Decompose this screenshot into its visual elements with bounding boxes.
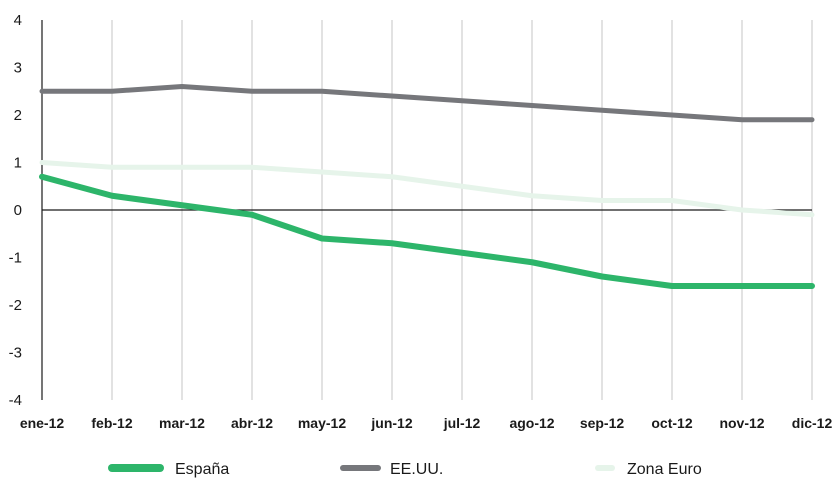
series-line-eeuu <box>39 84 815 123</box>
y-tick-label: -4 <box>9 392 22 409</box>
axes <box>41 20 812 400</box>
y-tick-label: -2 <box>9 297 22 314</box>
y-tick-label: -3 <box>9 345 22 362</box>
x-tick-label-may-12: may-12 <box>298 415 346 431</box>
legend-label-espana: España <box>175 461 229 478</box>
legend-label-eeuu: EE.UU. <box>390 461 443 478</box>
legend-label-zona-euro: Zona Euro <box>627 461 702 478</box>
y-tick-label: 3 <box>14 60 22 77</box>
x-tick-label-jun-12: jun-12 <box>370 415 412 431</box>
x-tick-label-sep-12: sep-12 <box>580 415 625 431</box>
y-tick-label: 2 <box>14 107 22 124</box>
y-tick-label: 4 <box>14 12 22 29</box>
legend: España EE.UU. Zona Euro <box>108 461 702 478</box>
x-tick-label-abr-12: abr-12 <box>231 415 273 431</box>
y-tick-label: 1 <box>14 155 22 172</box>
x-tick-label-ago-12: ago-12 <box>509 415 554 431</box>
x-tick-label-dic-12: dic-12 <box>792 415 833 431</box>
x-tick-label-feb-12: feb-12 <box>91 415 132 431</box>
x-tick-label-ene-12: ene-12 <box>20 415 65 431</box>
y-tick-labels: 4 3 2 1 0 -1 -2 -3 -4 <box>9 12 22 409</box>
x-tick-label-nov-12: nov-12 <box>719 415 764 431</box>
x-tick-label-mar-12: mar-12 <box>159 415 205 431</box>
series-lines <box>39 84 815 289</box>
x-tick-label-jul-12: jul-12 <box>443 415 481 431</box>
x-tick-labels: ene-12 feb-12 mar-12 abr-12 may-12 jun-12 jul-… <box>20 415 833 431</box>
y-tick-label: -1 <box>9 250 22 267</box>
series-line-zona-euro <box>39 160 815 218</box>
series-line-espana <box>39 173 815 289</box>
x-tick-label-oct-12: oct-12 <box>651 415 692 431</box>
y-tick-label: 0 <box>14 202 22 219</box>
